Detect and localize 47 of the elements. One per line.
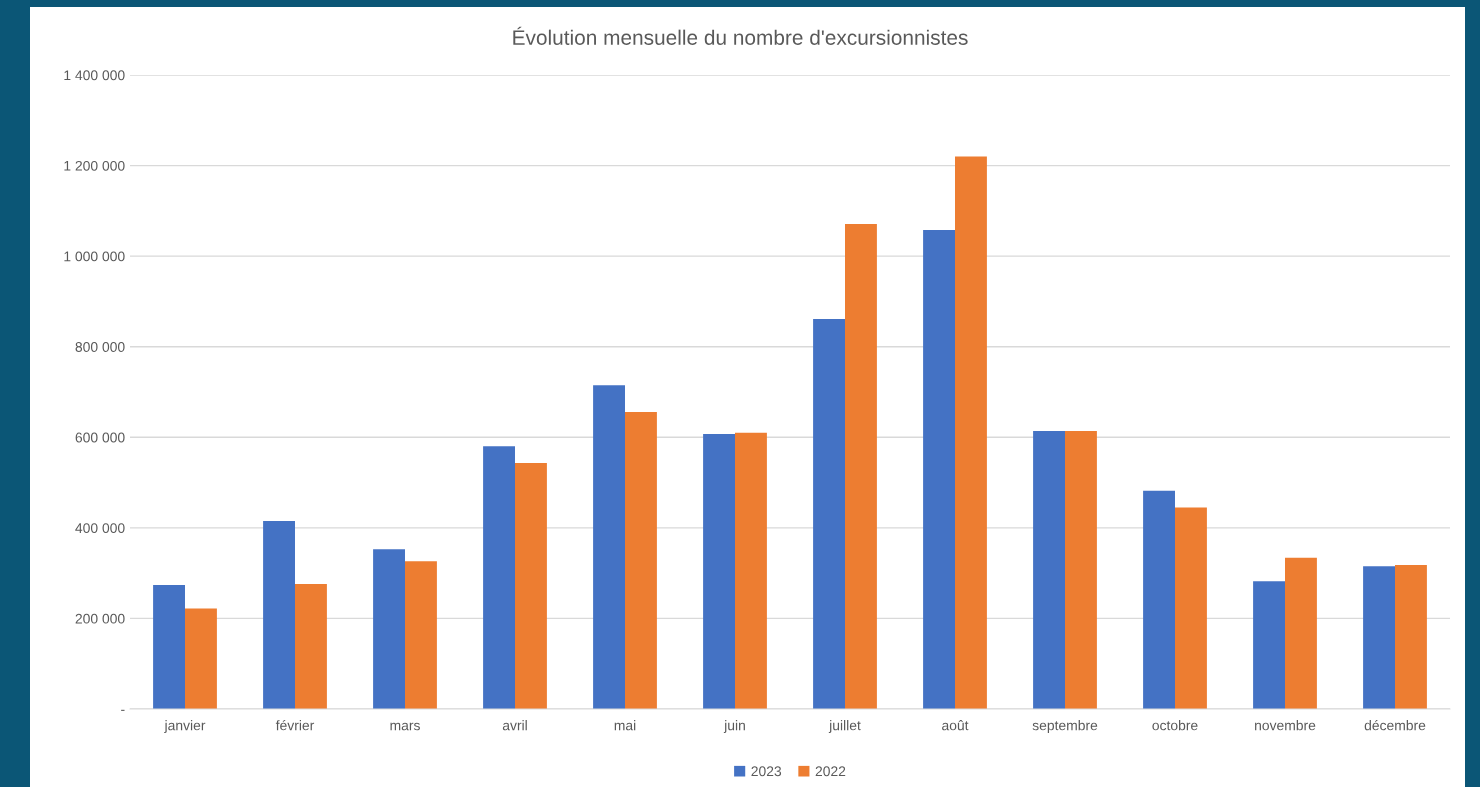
bar xyxy=(1175,507,1207,709)
bar xyxy=(1285,557,1317,709)
y-tick-label: 600 000 xyxy=(75,432,125,443)
x-tick-label: juillet xyxy=(828,720,861,734)
x-tick-label: juin xyxy=(723,720,745,734)
bar xyxy=(1143,490,1175,709)
x-tick-label: octobre xyxy=(1152,720,1198,731)
bar xyxy=(405,561,437,709)
bar xyxy=(1253,581,1285,709)
bar xyxy=(373,549,405,709)
x-tick-label: septembre xyxy=(1032,720,1098,734)
bar xyxy=(1033,430,1065,709)
x-tick-label: décembre xyxy=(1364,719,1426,731)
x-tick-label: février xyxy=(275,719,315,731)
bar xyxy=(483,446,515,709)
bar xyxy=(845,223,877,709)
bar xyxy=(703,434,735,709)
x-tick-label: novembre xyxy=(1255,720,1316,731)
y-tick-label: 800 000 xyxy=(75,342,125,352)
bar xyxy=(1395,564,1427,709)
x-tick-label: janvier xyxy=(164,720,206,734)
bar xyxy=(1363,566,1395,709)
bar xyxy=(185,608,217,709)
y-tick-label: 200 000 xyxy=(75,613,125,624)
y-tick-label: 1 200 000 xyxy=(64,160,125,171)
bar xyxy=(593,385,625,709)
bar xyxy=(263,521,295,709)
chart-title: Évolution mensuelle du nombre d'excursionnistes xyxy=(513,26,968,45)
y-tick-label: 400 000 xyxy=(75,523,125,534)
y-tick-label: - xyxy=(121,709,125,711)
bar xyxy=(515,463,547,709)
y-tick-label: 1 000 000 xyxy=(64,251,125,262)
bar xyxy=(813,319,845,709)
bar xyxy=(735,432,767,709)
bar xyxy=(295,584,327,709)
legend-label: 2023 xyxy=(751,766,782,777)
x-tick-label: avril xyxy=(502,720,527,731)
bar xyxy=(923,229,955,709)
bar xyxy=(955,156,987,709)
x-tick-label: mars xyxy=(390,722,420,731)
bar xyxy=(625,411,657,709)
bar xyxy=(153,584,185,709)
y-tick-label: 1 400 000 xyxy=(64,70,125,81)
x-tick-label: mai xyxy=(614,720,636,731)
legend-label: 2022 xyxy=(815,766,846,777)
x-tick-label: août xyxy=(942,720,969,731)
bar xyxy=(1065,430,1097,709)
